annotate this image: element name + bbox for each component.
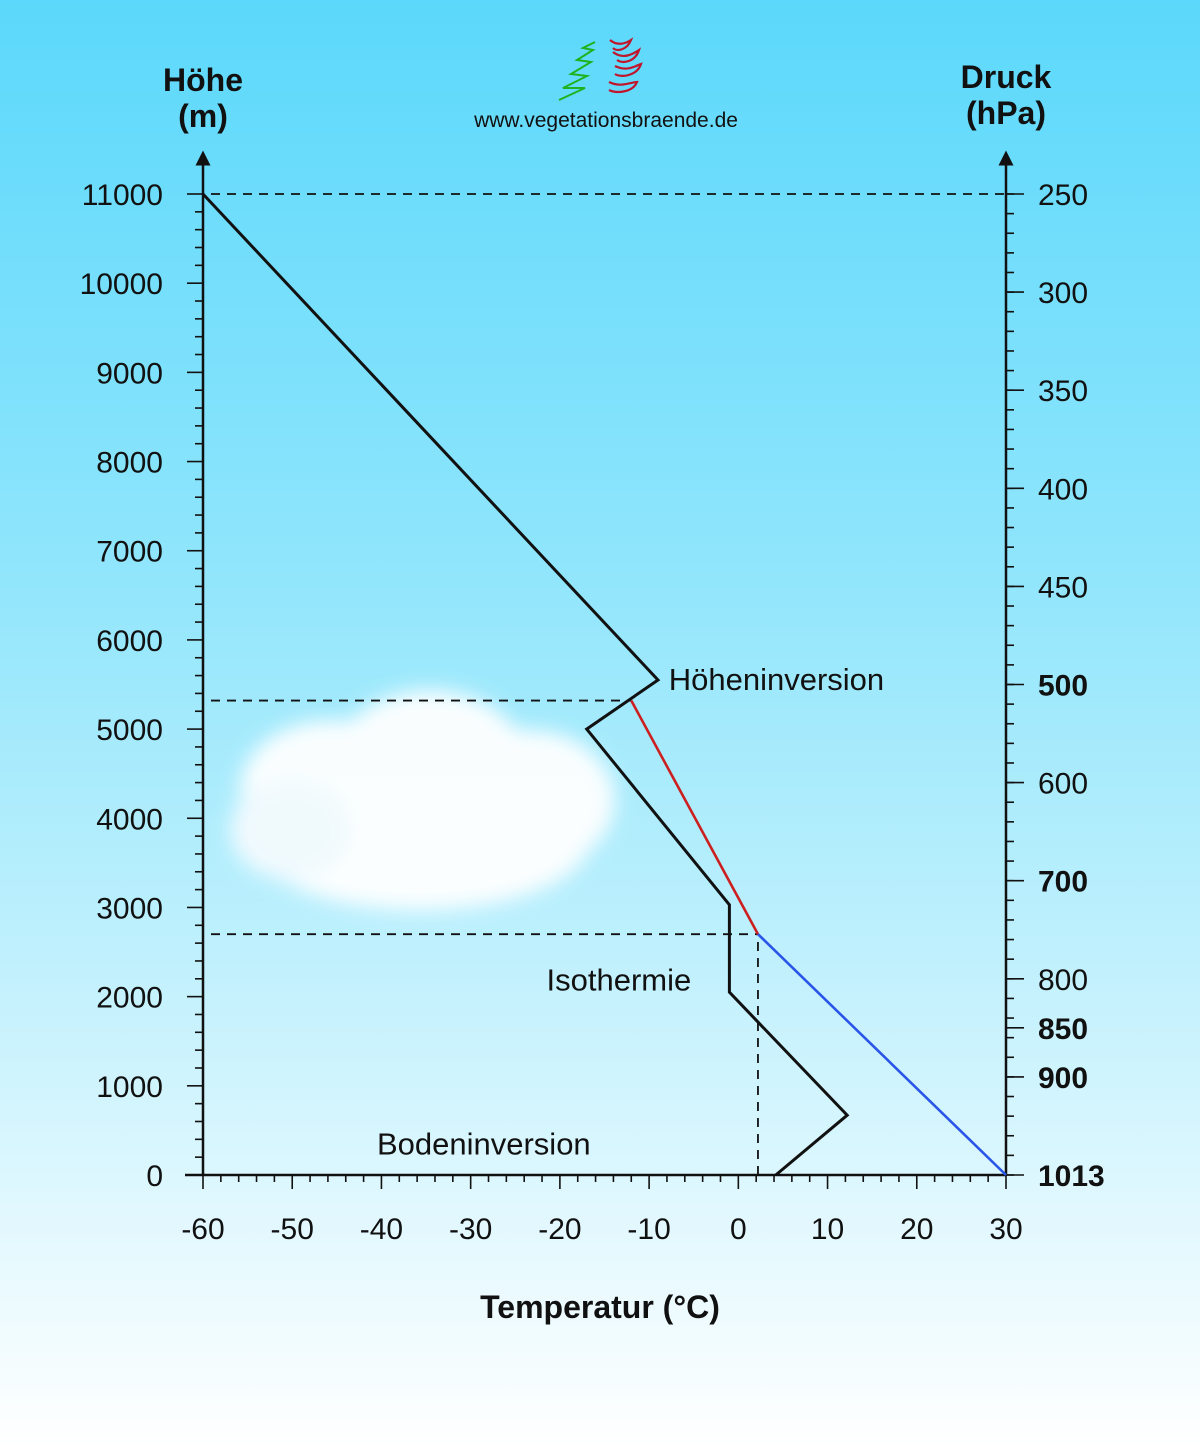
reference-lines [211,193,1006,1175]
series-group [201,192,1007,1177]
x-tick-label: -50 [271,1213,314,1246]
x-axis-ticks: -60 -50 -40 -30 -20 -10 0 10 20 30 [181,1175,1023,1246]
x-axis-title: Temperatur (°C) [480,1289,720,1325]
annotations: Höheninversion Isothermie Bodeninversion [377,662,884,1162]
y-left-title-line2: (m) [178,98,228,134]
x-tick-label: -10 [627,1213,670,1246]
x-tick-label: -40 [360,1213,403,1246]
y-axis-right-ticks: 250 300 350 400 450 500 600 700 800 850 900 1013 [1006,179,1105,1193]
series-line-0 [201,192,850,1177]
annotation-label: Höheninversion [669,662,884,697]
x-tick-label: -20 [538,1213,581,1246]
y-left-tick-label: 10000 [80,268,163,301]
pressure-tick-label: 450 [1038,571,1088,604]
annotation-label: Bodeninversion [377,1127,591,1162]
x-tick-label: 20 [900,1213,933,1246]
x-tick-label: 10 [811,1213,844,1246]
annotation-label: Isothermie [547,963,692,998]
y-axis-left-title: Höhe (m) [163,62,243,134]
x-tick-label: -30 [449,1213,492,1246]
y-left-tick-label: 1000 [96,1071,163,1104]
y-left-tick-label: 7000 [96,536,163,569]
y-left-tick-label: 3000 [96,892,163,925]
y-axis-right-title: Druck (hPa) [961,59,1052,131]
pressure-tick-label: 850 [1038,1013,1088,1046]
pressure-tick-label: 350 [1038,375,1088,408]
cloud-illustration [230,690,615,910]
pressure-tick-label: 1013 [1038,1160,1105,1193]
y-left-tick-label: 8000 [96,447,163,480]
vegetationsbraende-logo [558,37,643,101]
y-left-title-line1: Höhe [163,62,243,98]
pressure-tick-label: 600 [1038,768,1088,801]
x-tick-label: 0 [730,1213,747,1246]
pressure-tick-label: 300 [1038,277,1088,310]
y-left-tick-label: 6000 [96,625,163,658]
y-left-tick-label: 9000 [96,357,163,390]
y-left-tick-label: 5000 [96,714,163,747]
y-left-tick-label: 11000 [82,179,163,212]
series-line-2 [757,933,1007,1176]
x-tick-label: -60 [181,1213,224,1246]
pressure-tick-label: 400 [1038,473,1088,506]
pressure-tick-label: 250 [1038,179,1088,212]
pressure-tick-label: 900 [1038,1062,1088,1095]
website-url[interactable]: www.vegetationsbraende.de [473,109,738,132]
y-right-title-line2: (hPa) [966,95,1046,131]
pressure-tick-label: 800 [1038,964,1088,997]
y-left-tick-label: 0 [146,1160,163,1193]
pressure-tick-label: 700 [1038,866,1088,899]
x-tick-label: 30 [989,1213,1022,1246]
y-right-title-line1: Druck [961,59,1052,95]
series-line-1 [630,699,760,935]
pressure-tick-label: 500 [1038,670,1088,703]
y-left-tick-label: 4000 [96,803,163,836]
y-axis-left-ticks: 0 1000 2000 3000 4000 5000 6000 7000 8000 9000 100… [80,179,203,1193]
y-left-tick-label: 2000 [96,982,163,1015]
